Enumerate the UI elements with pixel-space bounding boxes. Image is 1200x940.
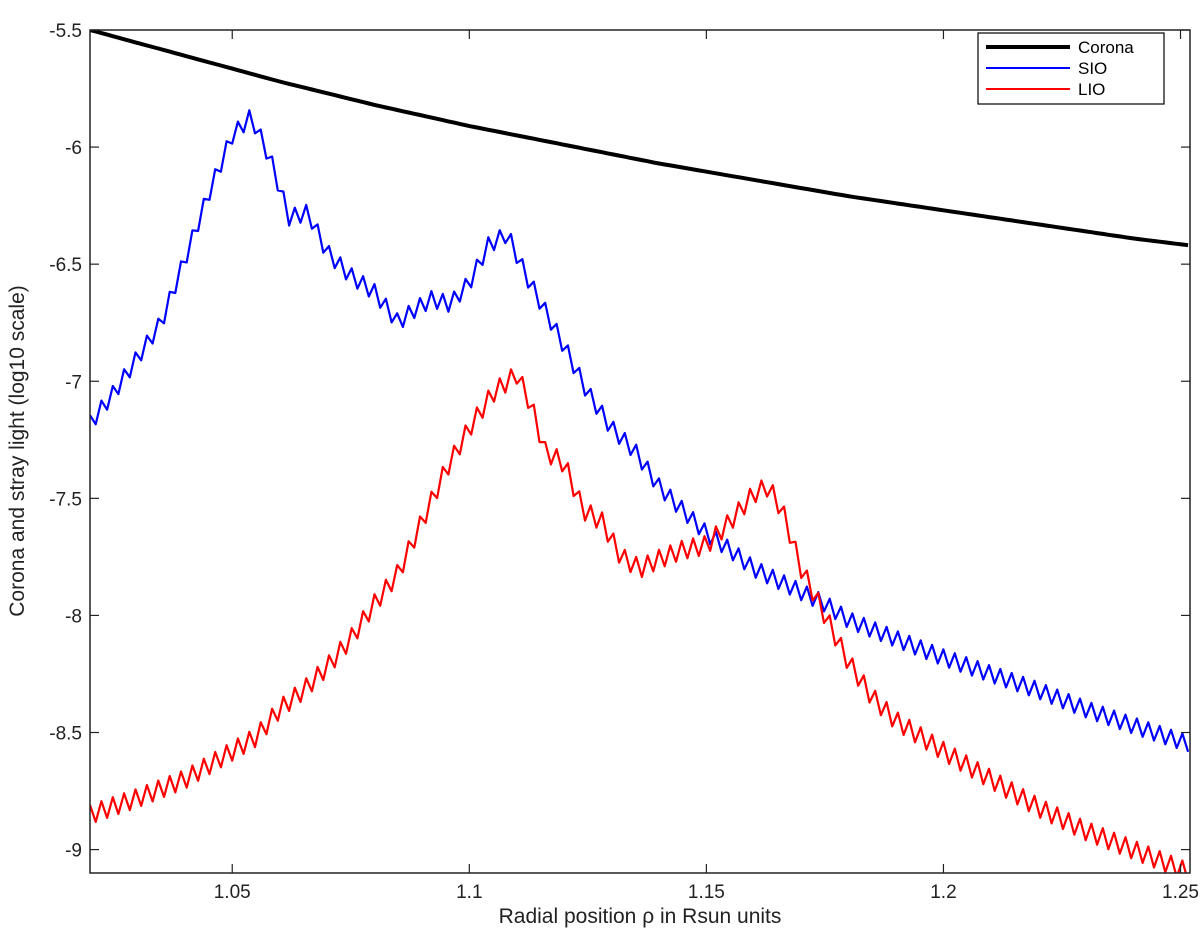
y-tick-label: -7.5 [49,489,82,510]
series-line-sio [90,109,1190,753]
y-tick-label: -6 [65,138,82,159]
y-tick-label: -8 [65,606,82,627]
x-tick-label: 1.15 [688,882,725,903]
plot-frame [89,29,1191,874]
legend-label-sio: SIO [1078,59,1107,78]
y-tick-label: -5.5 [49,21,82,42]
x-tick-label: 1.2 [930,882,956,903]
legend: Corona SIO LIO [977,32,1165,105]
y-axis-label: Corona and stray light (log10 scale) [6,285,29,617]
x-axis-label: Radial position ρ in Rsun units [499,905,782,928]
plot-area [90,30,1190,873]
series-line-corona [90,30,1189,248]
y-tick-label: -7 [65,372,82,393]
x-tick-label: 1.05 [214,882,251,903]
y-tick-label: -8.5 [49,724,82,745]
y-tick-label: -6.5 [49,255,82,276]
series-layer [90,30,1190,873]
legend-label-corona: Corona [1078,38,1134,57]
x-tick-label: 1.25 [1162,882,1199,903]
ticks-layer: 1.05 1.1 1.15 1.2 1.25 -5.5 -6 -6.5 -7 -7.5 -8 -8.5… [49,21,1199,903]
y-tick-label: -9 [65,841,82,862]
x-tick-label: 1.1 [456,882,482,903]
series-line-lio [90,368,1187,873]
legend-label-lio: LIO [1078,80,1105,99]
